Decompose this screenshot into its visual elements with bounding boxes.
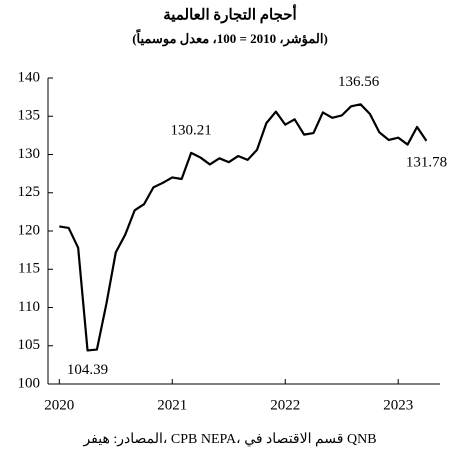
line — [59, 103, 428, 352]
source: المصادر: هيفر، CPB NEPA، قسم الاقتصاد في… — [82, 432, 376, 447]
data-label: 130.21 — [171, 122, 212, 138]
chart-title: أحجام التجارة العالمية — [163, 3, 296, 23]
x-tick-label: 2020 — [44, 397, 74, 413]
data-label: 104.39 — [67, 362, 108, 378]
y-tick-label: 140 — [18, 69, 41, 85]
y-tick-label: 115 — [18, 261, 40, 277]
y-tick-label: 130 — [18, 146, 41, 162]
x-tick-label: 2021 — [157, 397, 187, 413]
y-tick-label: 120 — [18, 222, 41, 238]
data-label: 136.56 — [338, 74, 380, 90]
y-tick-label: 110 — [18, 299, 40, 315]
x-tick-label: 2023 — [383, 397, 413, 413]
y-tick-label: 125 — [18, 184, 41, 200]
data-label: 131.78 — [406, 154, 447, 170]
x-tick-label: 2022 — [270, 397, 300, 413]
y-tick-label: 135 — [18, 108, 41, 124]
y-tick-label: 100 — [18, 375, 41, 391]
chart-subtitle: (المؤشر، 2010 = 100، معدل موسمياً) — [132, 28, 328, 47]
y-tick-label: 105 — [18, 337, 41, 353]
